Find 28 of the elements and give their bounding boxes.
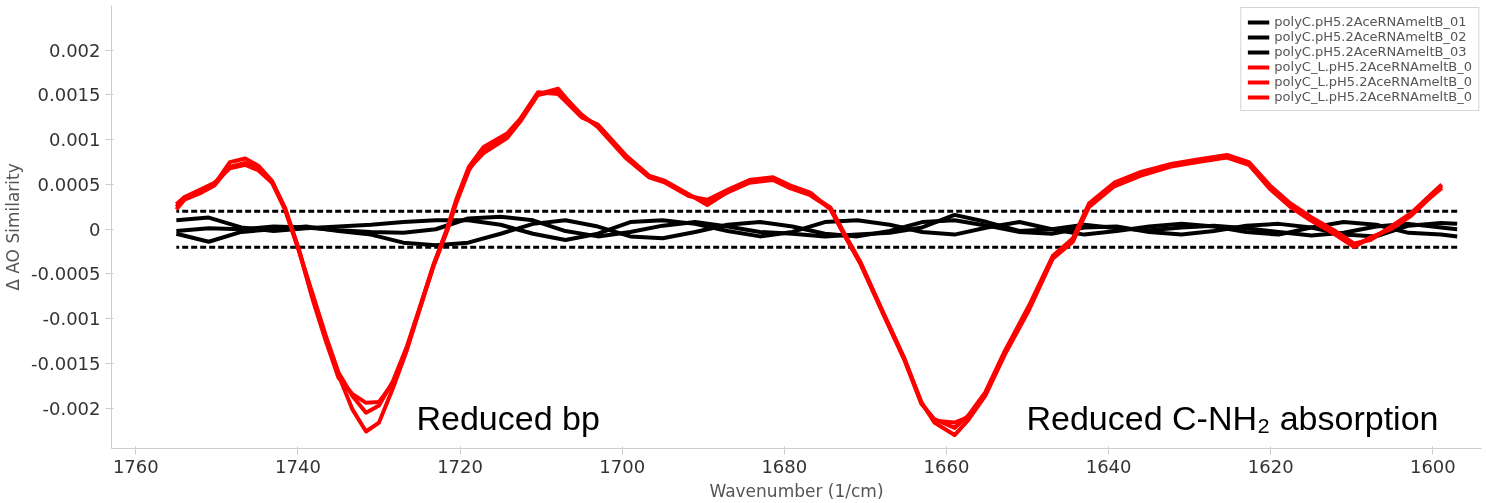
annotation: Reduced bp xyxy=(416,398,600,437)
annotation: Reduced C-NH₂ absorption xyxy=(1026,398,1439,437)
legend-label: polyC.pH5.2AceRNAmeltB_03 xyxy=(1274,44,1467,59)
legend-label: polyC.pH5.2AceRNAmeltB_01 xyxy=(1274,14,1467,29)
y-tick-label: 0.001 xyxy=(48,129,101,151)
legend-label: polyC_L.pH5.2AceRNAmeltB_0 xyxy=(1274,89,1472,104)
legend-label: polyC_L.pH5.2AceRNAmeltB_0 xyxy=(1274,59,1472,74)
y-tick-label: -0.0015 xyxy=(31,352,101,374)
x-tick-label: 1680 xyxy=(761,455,808,477)
x-tick-label: 1760 xyxy=(112,455,159,477)
legend-label: polyC_L.pH5.2AceRNAmeltB_0 xyxy=(1274,74,1472,89)
legend-label: polyC.pH5.2AceRNAmeltB_02 xyxy=(1274,29,1467,44)
x-tick-label: 1600 xyxy=(1409,455,1456,477)
x-axis-title: Wavenumber (1/cm) xyxy=(709,480,884,501)
y-tick-label: 0.0015 xyxy=(37,84,101,106)
y-tick-label: -0.001 xyxy=(42,308,101,330)
x-tick-label: 1620 xyxy=(1247,455,1294,477)
y-tick-label: -0.0005 xyxy=(31,263,101,285)
y-axis-title: Δ AO Similarity xyxy=(3,163,24,291)
x-tick-label: 1700 xyxy=(599,455,646,477)
x-tick-label: 1660 xyxy=(923,455,970,477)
x-tick-label: 1740 xyxy=(275,455,321,477)
y-tick-label: 0 xyxy=(89,218,101,240)
x-tick-label: 1720 xyxy=(437,455,483,477)
x-tick-label: 1640 xyxy=(1085,455,1132,477)
y-tick-label: 0.0005 xyxy=(37,173,101,195)
y-tick-label: -0.002 xyxy=(42,397,101,419)
y-tick-label: 0.002 xyxy=(48,39,101,61)
